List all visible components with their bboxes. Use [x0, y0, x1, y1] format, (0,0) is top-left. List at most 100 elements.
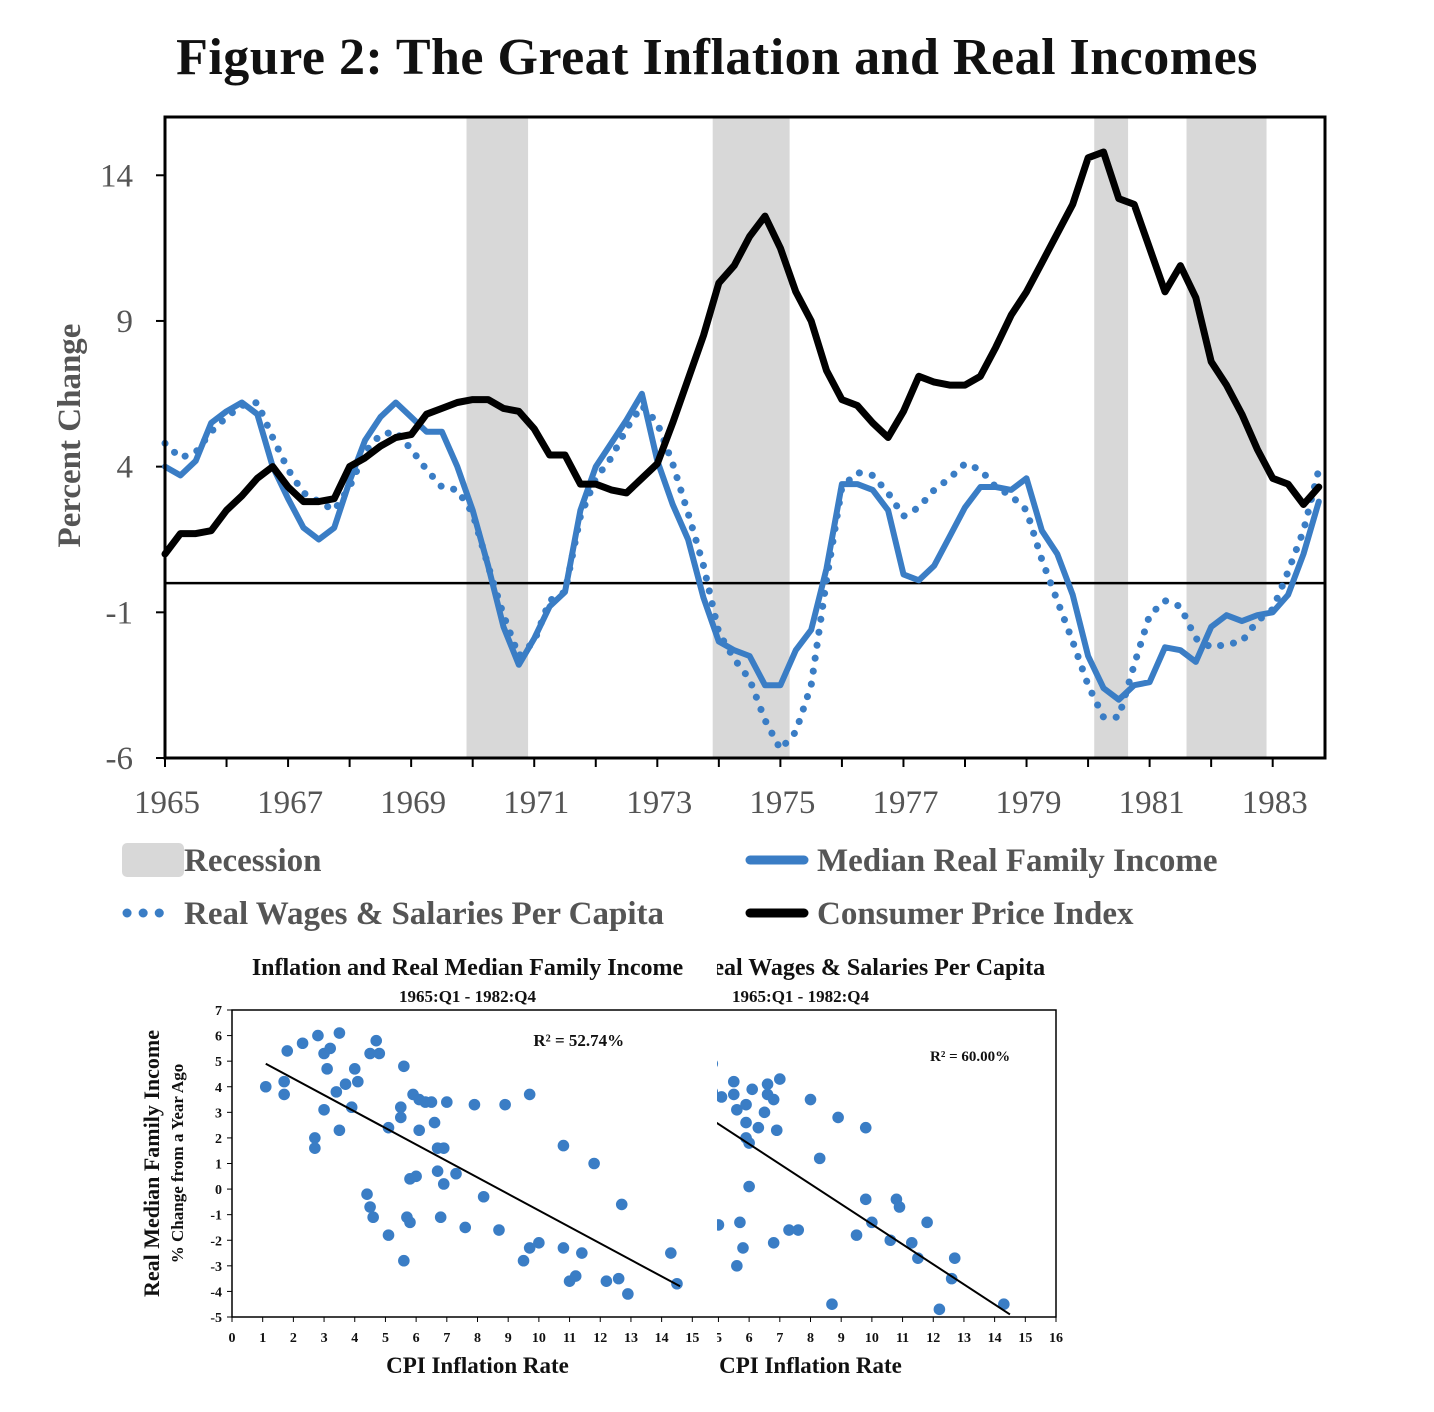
scatter-point — [933, 1303, 946, 1316]
scatter-point — [339, 1078, 352, 1090]
scatter-point — [717, 1091, 728, 1103]
x-tick-label: 9 — [838, 1331, 845, 1346]
scatter-point — [312, 1029, 324, 1042]
scatter-point — [428, 1116, 441, 1129]
scatter-point — [434, 1211, 447, 1224]
x-tick-label: 7 — [776, 1331, 783, 1346]
x-tick-label: 12 — [593, 1331, 607, 1346]
scatter-point — [761, 1078, 774, 1090]
scatter-point — [717, 1219, 725, 1231]
scatter-point — [324, 1042, 337, 1055]
x-tick-label: 1983 — [1242, 785, 1308, 821]
y-tick-label: 1 — [215, 1158, 222, 1173]
y-tick-label: 7 — [215, 1004, 222, 1019]
scatter-point — [533, 1237, 545, 1249]
legend-median-label: Median Real Family Income — [817, 843, 1218, 879]
scatter-point — [321, 1063, 333, 1075]
scatter-point — [588, 1157, 600, 1170]
scatter-point — [309, 1142, 321, 1154]
scatter-point — [523, 1242, 536, 1254]
scatter-point — [278, 1088, 290, 1101]
scatter-point — [743, 1180, 755, 1193]
scatter-point — [373, 1047, 386, 1060]
scatter-title: Inflation and Real Wages & Salaries Per … — [717, 955, 1045, 981]
scatter-point — [758, 1106, 771, 1119]
scatter-point — [459, 1221, 472, 1234]
legend-cpi-label: Consumer Price Index — [817, 896, 1134, 932]
scatter-point — [740, 1098, 752, 1111]
x-tick-label: 15 — [1018, 1331, 1032, 1346]
scatter-point — [615, 1198, 628, 1211]
scatter-point — [437, 1142, 450, 1154]
trend-line — [717, 1121, 1011, 1316]
scatter-point — [477, 1190, 490, 1203]
r-squared-label: R² = 60.00% — [930, 1049, 1010, 1065]
x-tick-label: 1969 — [380, 785, 446, 821]
scatter-point — [752, 1121, 765, 1134]
scatter-point — [352, 1075, 364, 1088]
scatter-point — [665, 1247, 677, 1259]
x-tick-label: 8 — [474, 1331, 481, 1346]
scatter-point — [622, 1288, 634, 1300]
x-tick-label: 6 — [746, 1331, 753, 1346]
x-tick-label: 4 — [351, 1331, 358, 1346]
scatter-point — [398, 1060, 410, 1073]
scatter-point — [370, 1034, 383, 1047]
scatter-point — [945, 1272, 958, 1285]
scatter-point — [731, 1103, 743, 1116]
x-tick-label: 5 — [382, 1331, 389, 1346]
scatter-point — [921, 1216, 933, 1229]
scatter-title: Inflation and Real Median Family Income — [252, 955, 684, 981]
scatter-point — [948, 1252, 961, 1264]
scatter-point — [859, 1121, 872, 1134]
y-tick-label: 0 — [215, 1183, 222, 1198]
plot-frame — [163, 115, 1327, 760]
scatter-point — [296, 1037, 309, 1050]
x-tick-label: 2 — [290, 1331, 297, 1346]
scatter-subtitle: 1965:Q1 - 1982:Q4 — [732, 987, 869, 1006]
y-tick-label: -1 — [106, 595, 134, 631]
y-axis-title: Real Median Family Income — [139, 1030, 164, 1297]
x-tick-label: 3 — [321, 1331, 328, 1346]
scatter-point — [333, 1027, 346, 1039]
scatter-point — [905, 1237, 918, 1249]
x-tick-label: 1 — [259, 1331, 266, 1346]
x-tick-label: 1979 — [996, 785, 1062, 821]
x-tick-label: 1965 — [134, 785, 200, 821]
y-tick-label: -4 — [210, 1285, 222, 1300]
x-tick-label: 14 — [655, 1331, 669, 1346]
scatter-chart-median-income: Inflation and Real Median Family Income 1… — [139, 955, 717, 1378]
scatter-point — [557, 1242, 570, 1254]
scatter-point — [767, 1237, 780, 1249]
scatter-point — [737, 1242, 749, 1254]
x-tick-label: 13 — [624, 1331, 638, 1346]
main-chart-legend: Recession Median Real Family Income Real… — [122, 843, 1218, 932]
y-tick-label: -1 — [210, 1209, 222, 1224]
legend-recession-swatch — [122, 843, 184, 877]
scatter-point — [717, 1060, 719, 1068]
scatter-point — [281, 1045, 294, 1057]
x-tick-label: 9 — [505, 1331, 512, 1346]
scatter-point — [832, 1111, 844, 1124]
scatter-point — [774, 1073, 786, 1085]
y-tick-label: -6 — [106, 741, 134, 777]
scatter-point — [278, 1075, 290, 1088]
scatter-chart-wages: Inflation and Real Wages & Salaries Per … — [717, 955, 1063, 1378]
scatter-point — [740, 1116, 752, 1129]
scatter-point — [382, 1229, 395, 1241]
y-tick-label: 4 — [215, 1081, 222, 1096]
x-tick-label: 16 — [1049, 1331, 1063, 1346]
x-tick-label: 13 — [957, 1331, 971, 1346]
scatter-point — [413, 1124, 425, 1137]
series-line-dotted-blue — [161, 399, 1323, 753]
scatter-point — [404, 1216, 416, 1229]
x-tick-label: 14 — [988, 1331, 1002, 1346]
scatter-frame — [231, 1009, 717, 1318]
scatter-point — [792, 1224, 805, 1236]
x-tick-label: 10 — [532, 1331, 546, 1346]
scatter-point — [450, 1167, 462, 1180]
scatter-point — [998, 1298, 1010, 1311]
scatter-point — [345, 1101, 358, 1114]
y-tick-label: 3 — [215, 1106, 222, 1121]
